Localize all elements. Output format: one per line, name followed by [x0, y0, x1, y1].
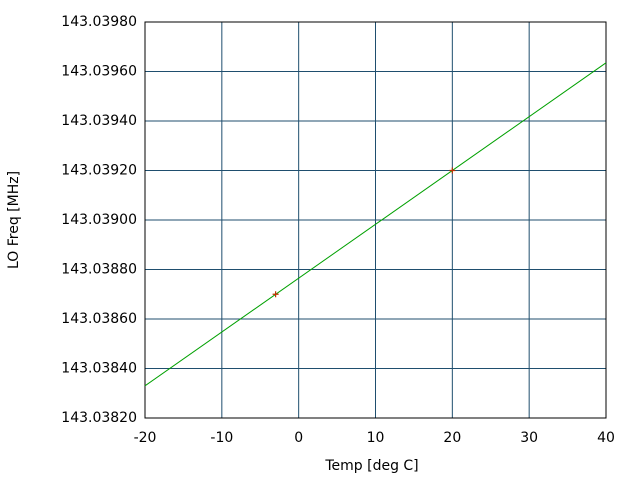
x-tick-label: -10: [210, 430, 233, 446]
data-point: [272, 291, 279, 298]
y-tick-label: 143.03940: [61, 113, 137, 129]
y-tick-label: 143.03980: [61, 14, 137, 30]
x-tick-label: 30: [520, 430, 538, 446]
y-tick-label: 143.03920: [61, 163, 137, 179]
y-tick-label: 143.03840: [61, 361, 137, 377]
plot-border: [144, 21, 607, 419]
x-tick-label: 20: [443, 430, 461, 446]
x-tick-label: -20: [134, 430, 157, 446]
y-tick-label: 143.03820: [61, 410, 137, 426]
data-point: [449, 167, 456, 174]
y-tick-label: 143.03880: [61, 262, 137, 278]
x-axis-label: Temp [deg C]: [324, 458, 418, 474]
x-tick-label: 0: [294, 430, 303, 446]
y-tick-label: 143.03900: [61, 212, 137, 228]
fit-line: [144, 62, 607, 387]
x-tick-label: 10: [367, 430, 385, 446]
x-tick-label: 40: [597, 430, 615, 446]
y-tick-label: 143.03860: [61, 311, 137, 327]
y-axis-label: LO Freq [MHz]: [6, 171, 22, 269]
y-tick-label: 143.03960: [61, 64, 137, 80]
